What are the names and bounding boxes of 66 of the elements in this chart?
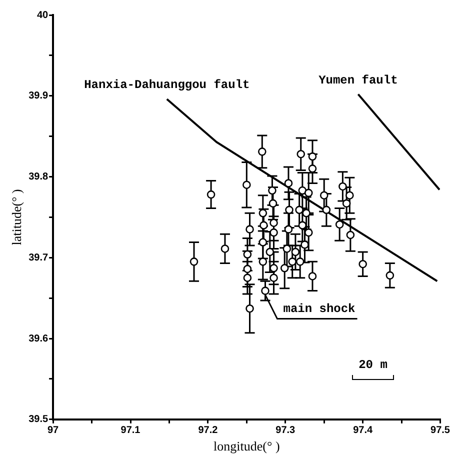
y-tick-label: 40 — [36, 10, 48, 21]
annotation: main shock — [283, 302, 356, 316]
point — [280, 264, 289, 272]
series-label: Yumen fault — [318, 73, 398, 88]
point — [322, 206, 331, 214]
point — [258, 148, 266, 156]
point — [298, 221, 307, 230]
point — [298, 186, 307, 195]
point — [206, 190, 216, 199]
x-tick-label: 97.2 — [198, 425, 218, 436]
point — [308, 152, 317, 161]
y-tick-label: 39.8 — [28, 172, 48, 183]
x-tick-label: 97.4 — [353, 425, 373, 436]
point — [258, 258, 268, 266]
point — [295, 206, 304, 214]
point — [285, 206, 294, 214]
point — [308, 164, 317, 173]
point — [270, 264, 278, 272]
point — [270, 274, 278, 282]
point — [346, 191, 354, 200]
point — [346, 230, 355, 240]
x-tick-label: 97.5 — [430, 425, 450, 436]
point — [386, 271, 394, 280]
point — [342, 199, 351, 208]
point — [243, 250, 252, 259]
x-axis-title: longitude(° ) — [214, 438, 280, 454]
point — [258, 238, 268, 246]
point — [266, 248, 274, 256]
point — [302, 209, 310, 218]
point — [242, 180, 251, 189]
point — [300, 240, 309, 249]
point — [243, 264, 252, 274]
y-axis-title: latitude(° ) — [9, 189, 24, 246]
point — [308, 272, 317, 280]
y-tick-label: 39.6 — [28, 333, 48, 344]
annotation: 20 m — [358, 358, 388, 372]
point — [243, 274, 252, 282]
point — [335, 220, 344, 229]
point — [358, 260, 367, 268]
point — [284, 179, 293, 188]
point — [258, 209, 268, 218]
point — [296, 258, 304, 266]
point — [288, 258, 297, 266]
point — [190, 258, 198, 266]
point — [268, 199, 278, 208]
point — [270, 218, 278, 228]
y-tick-label: 39.7 — [28, 252, 48, 264]
x-tick-label: 97.1 — [120, 425, 141, 436]
x-tick-label: 97 — [48, 425, 60, 436]
point — [220, 244, 230, 253]
point — [270, 228, 278, 237]
point — [296, 150, 306, 158]
point — [261, 286, 270, 295]
point — [320, 191, 328, 200]
y-tick-label: 39.9 — [28, 90, 48, 102]
series-label: Hanxia-Dahuanggou fault — [84, 78, 250, 92]
y-tick-label: 39.5 — [28, 414, 48, 426]
point — [304, 188, 313, 198]
point — [260, 221, 268, 230]
point — [282, 244, 292, 253]
point — [338, 182, 347, 191]
point — [291, 248, 300, 256]
point — [246, 304, 254, 313]
point — [284, 225, 293, 234]
x-tick-label: 97.3 — [276, 425, 296, 436]
point — [246, 225, 254, 234]
